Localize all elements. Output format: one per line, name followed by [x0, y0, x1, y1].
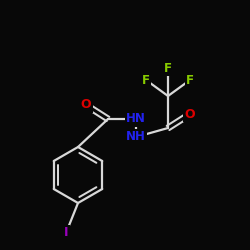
Text: F: F	[142, 74, 150, 86]
Text: O: O	[185, 108, 195, 120]
Text: O: O	[81, 98, 91, 112]
Text: NH: NH	[126, 130, 146, 143]
Text: F: F	[164, 62, 172, 74]
Text: F: F	[186, 74, 194, 86]
Text: I: I	[64, 226, 68, 239]
Text: HN: HN	[126, 112, 146, 126]
